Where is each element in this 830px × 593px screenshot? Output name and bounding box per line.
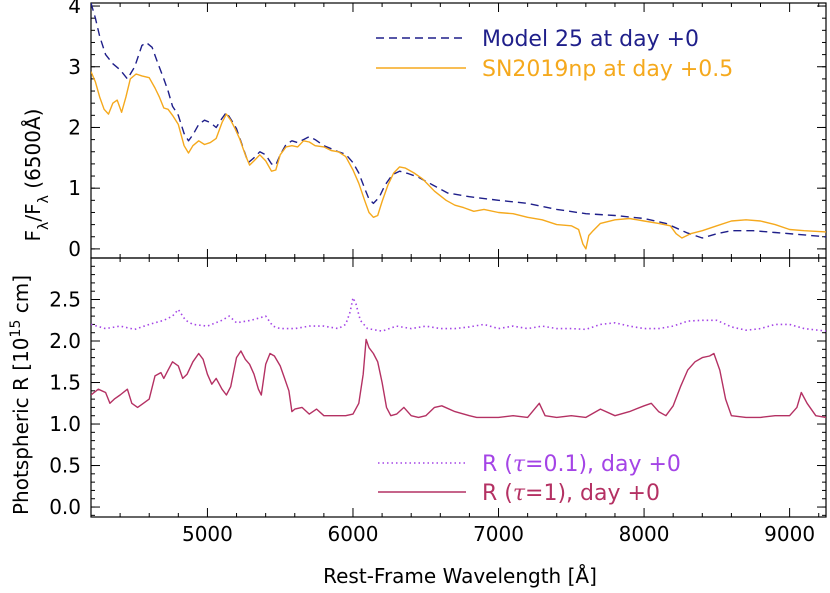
- legend-label-model: Model 25 at day +0: [482, 27, 699, 52]
- y-tick-label: 1.0: [49, 412, 81, 436]
- legend-label-r-tau-1: R (τ=1), day +0: [482, 481, 660, 506]
- bottom-panel: 5000 6000 7000 8000 9000 0.0 0.5 1.0 1.5 2.0 2.5 R…: [8, 257, 827, 588]
- series-line-top-0: [91, 3, 826, 239]
- top-panel-series: [91, 3, 826, 250]
- x-tick-label: 9000: [764, 522, 815, 546]
- bottom-legend: R (τ=0.1), day +0 R (τ=1), day +0: [378, 452, 681, 506]
- series-line-top-1: [91, 71, 826, 250]
- series-line-bot-1: [91, 338, 826, 419]
- y-tick-label: 2: [68, 115, 81, 139]
- y-tick-label: 2.5: [49, 288, 81, 312]
- y-title-sub-lambda: λ: [36, 222, 52, 230]
- top-legend: Model 25 at day +0 SN2019np at day +0.5: [376, 27, 733, 82]
- y-tick-label: 0.5: [49, 454, 81, 478]
- y-title-mid: /F: [21, 203, 45, 221]
- x-axis-title: Rest-Frame Wavelength [Å]: [323, 564, 597, 588]
- top-panel: 0 1 2 3 4 Model 25 at day +0 SN2019np at day…: [21, 0, 827, 261]
- top-y-axis-title: Fλ/Fλ (6500Å): [21, 109, 52, 242]
- x-tick-label: 5000: [182, 522, 233, 546]
- top-panel-frame: [90, 2, 827, 259]
- y-tick-label: 0: [68, 237, 81, 261]
- x-tick-label: 8000: [619, 522, 670, 546]
- y-title-sub-lambda-2: λ: [36, 195, 52, 203]
- top-panel-ticks: 0 1 2 3 4: [68, 0, 826, 261]
- legend-label-observed: SN2019np at day +0.5: [482, 57, 733, 82]
- y-tick-label: 3: [68, 55, 81, 79]
- bottom-panel-ticks: 5000 6000 7000 8000 9000 0.0 0.5 1.0 1.5 2.0 2.5: [49, 258, 826, 546]
- y-title-f: F: [21, 230, 45, 242]
- legend-label-r-tau-01: R (τ=0.1), day +0: [482, 452, 681, 477]
- bottom-y-axis-title: Photspheric R [1015 cm]: [8, 275, 33, 515]
- y-tick-label: 1: [68, 176, 81, 200]
- series-line-bot-0: [91, 297, 826, 332]
- x-tick-label: 7000: [473, 522, 524, 546]
- y-tick-label: 0.0: [49, 495, 81, 519]
- y-tick-label: 4: [68, 0, 81, 18]
- y-tick-label: 1.5: [49, 371, 81, 395]
- y-tick-label: 2.0: [49, 329, 81, 353]
- bottom-panel-frame: [90, 257, 827, 518]
- y-title-tail: (6500Å): [21, 109, 45, 196]
- bottom-panel-series: [91, 297, 826, 419]
- x-tick-label: 6000: [328, 522, 379, 546]
